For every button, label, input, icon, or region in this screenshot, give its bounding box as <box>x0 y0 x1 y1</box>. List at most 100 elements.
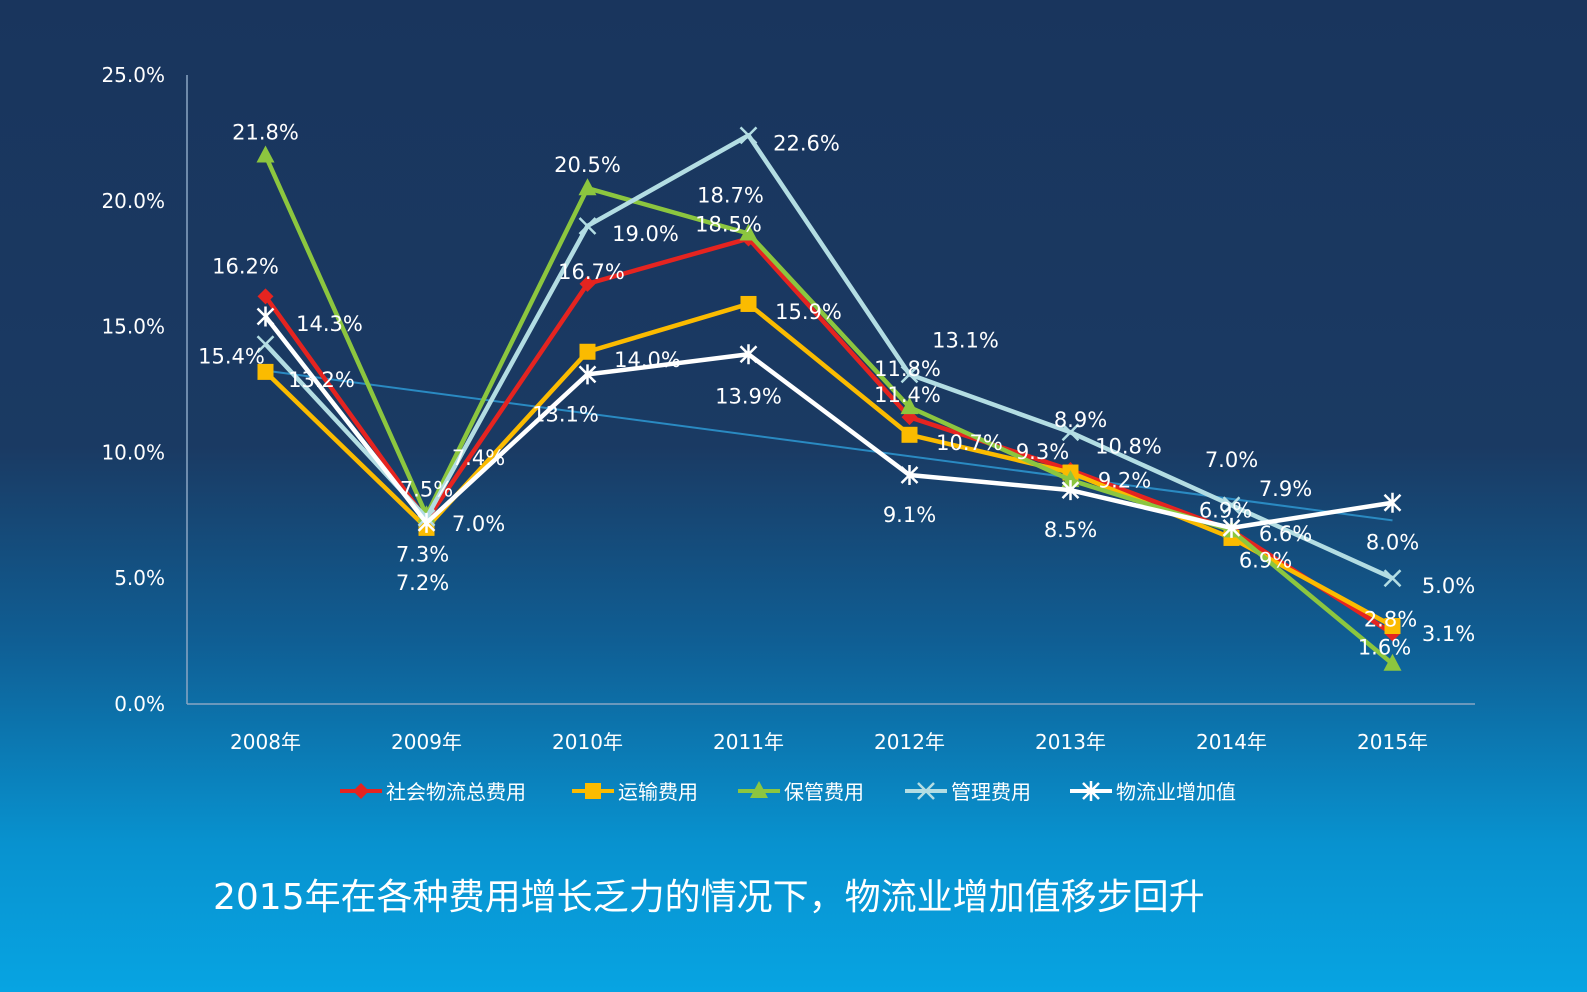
data-label: 3.1% <box>1422 622 1475 646</box>
x-marker <box>1383 569 1402 588</box>
series-line <box>263 133 1394 581</box>
diamond-marker <box>257 288 274 305</box>
data-label: 11.8% <box>874 357 941 381</box>
data-label: 7.4% <box>452 446 505 470</box>
data-label: 13.1% <box>532 402 599 426</box>
data-label: 7.3% <box>396 542 449 566</box>
data-label: 7.2% <box>396 571 449 595</box>
data-label: 21.8% <box>232 121 299 145</box>
triangle-marker <box>1383 653 1402 671</box>
data-label: 19.0% <box>612 222 679 246</box>
legend-item: 管理费用 <box>905 780 1031 804</box>
series-line <box>263 315 1393 531</box>
legend-label: 运输费用 <box>618 780 698 804</box>
data-label: 9.2% <box>1098 469 1151 493</box>
triangle-marker <box>750 781 768 798</box>
x-marker <box>900 365 919 384</box>
data-label: 5.0% <box>1422 574 1475 598</box>
y-tick-label: 10.0% <box>101 440 165 464</box>
data-label: 13.1% <box>932 328 999 352</box>
data-label: 1.6% <box>1358 636 1411 660</box>
x-marker <box>578 217 597 235</box>
x-marker <box>739 126 758 145</box>
data-label: 15.9% <box>775 300 842 324</box>
data-label: 7.5% <box>400 477 453 501</box>
data-label: 16.2% <box>212 254 279 278</box>
triangle-marker <box>578 178 597 196</box>
data-label: 6.9% <box>1199 498 1252 522</box>
star-marker <box>739 344 758 365</box>
data-label: 18.7% <box>697 184 764 208</box>
star-marker <box>578 364 597 385</box>
data-label: 6.6% <box>1259 522 1312 546</box>
data-label: 2.8% <box>1364 608 1417 632</box>
y-tick-label: 15.0% <box>101 315 165 339</box>
legend-item: 社会物流总费用 <box>340 780 526 804</box>
x-marker <box>917 782 935 800</box>
x-marker <box>1061 423 1080 442</box>
square-marker <box>901 426 918 443</box>
data-label: 8.9% <box>1054 408 1107 432</box>
square-marker <box>740 295 757 312</box>
data-label: 7.0% <box>1205 448 1258 472</box>
legend-label: 社会物流总费用 <box>386 780 526 804</box>
star-marker <box>1061 480 1080 501</box>
legend-label: 管理费用 <box>951 780 1031 804</box>
data-label: 20.5% <box>554 153 621 177</box>
legend-item: 运输费用 <box>572 780 698 804</box>
x-tick-label: 2010年 <box>552 730 623 754</box>
x-tick-label: 2008年 <box>230 730 301 754</box>
data-label: 15.4% <box>198 345 265 369</box>
star-marker <box>417 512 436 533</box>
triangle-marker <box>1061 470 1080 488</box>
data-label: 8.5% <box>1044 518 1097 542</box>
data-label: 10.8% <box>1095 434 1162 458</box>
data-label: 9.3% <box>1016 440 1069 464</box>
chart-caption: 2015年在各种费用增长乏力的情况下，物流业增加值移步回升 <box>213 877 1205 918</box>
star-marker <box>256 306 275 327</box>
x-tick-label: 2009年 <box>391 730 462 754</box>
square-marker <box>257 363 274 380</box>
legend-item: 保管费用 <box>738 780 864 804</box>
data-labels: 16.2% 7.3% 16.7% 18.5% 11.4% 9.3% 6.9% 2.8% 13.2… <box>198 121 1475 660</box>
x-tick-label: 2013年 <box>1035 730 1106 754</box>
star-marker <box>1383 492 1402 513</box>
data-label: 13.9% <box>715 384 782 408</box>
line-chart: 0.0% 5.0% 10.0% 15.0% 20.0% 25.0% 2008年 2009年 20… <box>101 75 1475 804</box>
x-tick-label: 2011年 <box>713 730 784 754</box>
diamond-marker <box>353 783 369 799</box>
x-tick-label: 2014年 <box>1196 730 1267 754</box>
data-label: 22.6% <box>773 131 840 155</box>
triangle-marker <box>256 145 275 163</box>
legend-item: 物流业增加值 <box>1070 780 1236 804</box>
x-tick-label: 2012年 <box>874 730 945 754</box>
y-tick-label: 5.0% <box>114 566 165 590</box>
square-marker <box>585 783 601 799</box>
legend-label: 保管费用 <box>784 780 864 804</box>
data-label: 16.7% <box>558 260 625 284</box>
data-label: 18.5% <box>695 213 762 237</box>
diamond-marker <box>579 275 596 292</box>
star-marker <box>1222 517 1241 538</box>
data-label: 7.9% <box>1259 477 1312 501</box>
x-marker <box>1222 496 1241 515</box>
data-label: 7.0% <box>452 512 505 536</box>
data-label: 9.1% <box>883 503 936 527</box>
data-label: 14.3% <box>296 312 363 336</box>
data-label: 10.7% <box>936 431 1003 455</box>
x-tick-label: 2015年 <box>1357 730 1428 754</box>
y-tick-label: 0.0% <box>114 692 165 716</box>
series-4 <box>256 306 1402 538</box>
square-marker <box>579 343 596 360</box>
data-label: 6.9% <box>1239 548 1292 572</box>
y-tick-label: 20.0% <box>101 189 165 213</box>
triangle-marker <box>900 397 919 415</box>
square-marker <box>1384 618 1401 635</box>
data-label: 11.4% <box>874 383 941 407</box>
x-marker <box>256 335 275 354</box>
star-marker <box>900 465 919 486</box>
series-3 <box>256 126 1402 588</box>
data-label: 8.0% <box>1366 531 1419 555</box>
legend-label: 物流业增加值 <box>1116 780 1236 804</box>
data-label: 14.0% <box>614 348 681 372</box>
